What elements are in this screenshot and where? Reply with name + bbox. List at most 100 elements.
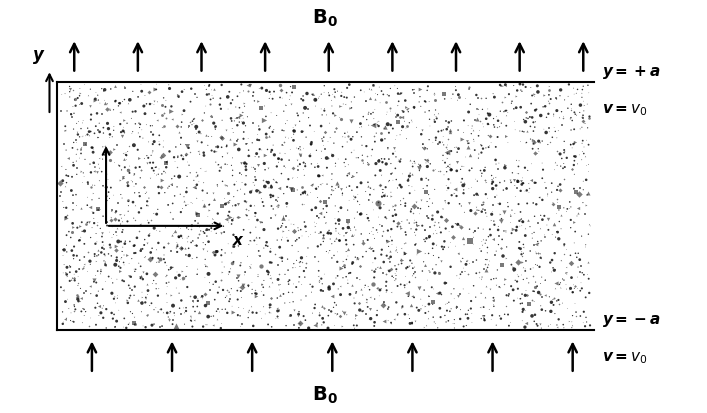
Point (325, 176, 337, 183)
Point (276, 142, 288, 149)
Point (367, 199, 378, 206)
Point (452, 221, 464, 228)
Point (452, 128, 464, 134)
Point (295, 147, 306, 153)
Bar (57, 83, 594, 330)
Point (390, 271, 401, 277)
Point (411, 222, 422, 229)
Point (168, 310, 180, 316)
Point (487, 297, 498, 303)
Point (328, 304, 339, 311)
Point (467, 259, 478, 266)
Point (259, 311, 271, 318)
Point (502, 140, 513, 147)
Point (316, 322, 327, 328)
Point (384, 178, 395, 184)
Point (175, 245, 187, 252)
Point (122, 179, 134, 185)
Point (481, 250, 493, 256)
Point (70, 192, 81, 199)
Point (476, 242, 487, 249)
Point (76, 134, 88, 141)
Point (365, 244, 376, 251)
Point (168, 231, 179, 237)
Point (108, 128, 119, 134)
Point (414, 87, 426, 93)
Text: $\boldsymbol{y = -a}$: $\boldsymbol{y = -a}$ (602, 312, 661, 328)
Point (129, 183, 140, 190)
Point (227, 168, 238, 174)
Point (232, 297, 243, 303)
Point (325, 230, 337, 237)
Point (189, 294, 201, 301)
Point (187, 200, 198, 207)
Point (148, 306, 160, 313)
Point (300, 265, 312, 271)
Point (191, 124, 202, 131)
Point (537, 197, 548, 204)
Point (293, 235, 305, 242)
Point (526, 161, 537, 168)
Point (307, 181, 318, 188)
Point (240, 206, 252, 213)
Point (568, 285, 580, 292)
Point (457, 286, 469, 292)
Point (339, 311, 350, 317)
Point (404, 316, 415, 322)
Point (559, 241, 570, 248)
Point (527, 141, 539, 148)
Point (301, 261, 312, 267)
Point (433, 110, 444, 117)
Point (119, 164, 131, 171)
Point (423, 268, 435, 274)
Point (544, 260, 556, 266)
Point (110, 209, 121, 216)
Point (329, 216, 341, 223)
Point (61, 216, 72, 222)
Point (183, 223, 194, 230)
Point (552, 183, 563, 190)
Point (428, 117, 440, 124)
Point (211, 316, 222, 322)
Point (409, 105, 420, 112)
Point (442, 244, 453, 250)
Text: $\boldsymbol{v = v_0}$: $\boldsymbol{v = v_0}$ (602, 102, 648, 117)
Point (513, 245, 525, 252)
Point (206, 114, 217, 121)
Point (421, 235, 432, 242)
Point (349, 215, 360, 221)
Point (86, 197, 98, 204)
Point (320, 220, 332, 226)
Point (489, 222, 500, 228)
Point (479, 168, 490, 174)
Point (161, 159, 173, 166)
Point (89, 183, 100, 189)
Point (294, 161, 305, 168)
Point (256, 147, 267, 154)
Point (212, 290, 223, 296)
Point (535, 113, 547, 119)
Point (472, 116, 483, 123)
Point (238, 282, 249, 288)
Point (467, 319, 478, 326)
Point (165, 292, 177, 298)
Point (327, 111, 339, 117)
Point (208, 87, 219, 93)
Point (449, 186, 460, 192)
Point (274, 254, 285, 261)
Point (469, 117, 481, 124)
Point (543, 323, 554, 330)
Point (293, 320, 305, 327)
Point (55, 284, 66, 291)
Point (177, 275, 189, 282)
Point (180, 305, 192, 311)
Point (59, 123, 71, 130)
Point (534, 225, 546, 231)
Point (95, 206, 106, 213)
Point (463, 185, 474, 192)
Point (167, 264, 178, 271)
Point (421, 199, 433, 205)
Point (199, 256, 211, 263)
Point (288, 281, 299, 287)
Point (487, 91, 498, 98)
